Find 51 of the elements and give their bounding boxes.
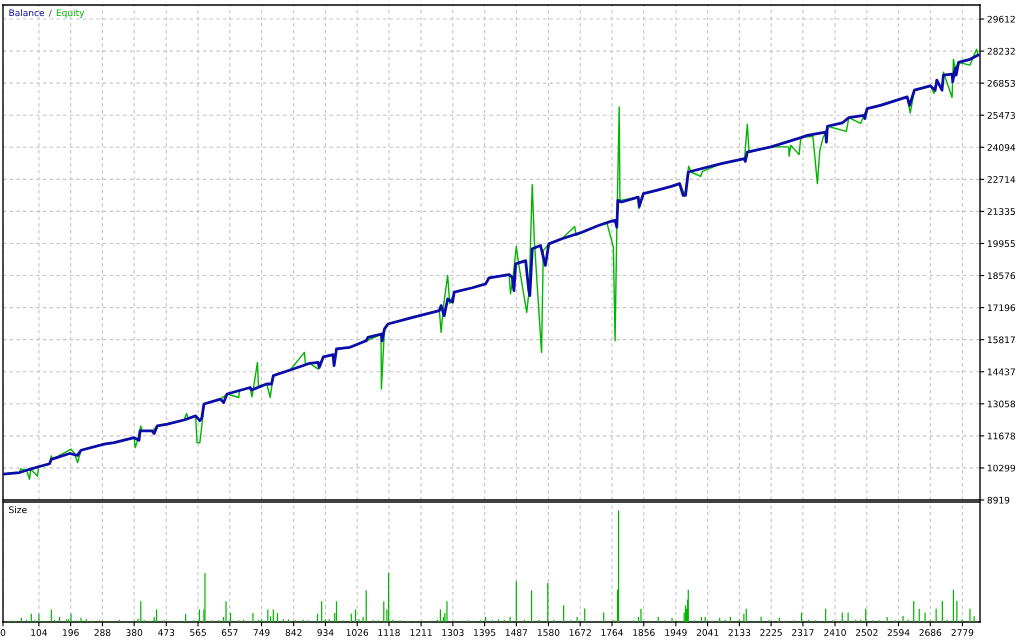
x-tick-label: 0	[0, 629, 6, 636]
text: Balance	[9, 9, 45, 17]
x-tick-label: 749	[253, 629, 270, 636]
y-tick-label: 8919	[987, 496, 1010, 504]
x-tick-label: 2686	[919, 629, 942, 636]
y-tick-label: 19955	[987, 240, 1015, 248]
x-tick-label: 380	[126, 629, 143, 636]
x-tick-label: 934	[317, 629, 334, 636]
x-tick-label: 196	[63, 629, 79, 636]
y-tick-label: 22714	[987, 176, 1016, 183]
x-tick-label: 473	[158, 629, 175, 636]
y-tick-label: 15817	[987, 336, 1015, 344]
x-tick-label: 565	[190, 629, 206, 636]
y-tick-label: 14437	[987, 368, 1015, 376]
x-tick-label: 1580	[537, 629, 560, 636]
x-tick-label: 2041	[696, 629, 719, 636]
y-tick-label: 21335	[987, 208, 1015, 215]
x-tick-label: 2502	[855, 629, 878, 636]
y-tick-label: 24094	[987, 144, 1016, 151]
x-tick-label: 2779	[951, 629, 974, 636]
x-tick-label: 1026	[346, 629, 369, 636]
annotation: /	[48, 9, 52, 17]
x-tick-label: 1856	[633, 629, 655, 636]
y-tick-label: 26853	[987, 79, 1015, 87]
x-tick-label: 1211	[410, 629, 432, 636]
text: Equity	[56, 9, 85, 18]
y-tick-label: 11678	[987, 432, 1016, 440]
x-tick-label: 1672	[569, 629, 591, 636]
x-tick-label: 288	[94, 629, 111, 636]
x-tick-label: 1118	[378, 629, 400, 636]
x-tick-label: 2225	[760, 629, 782, 636]
y-tick-label: 25473	[987, 111, 1015, 119]
y-tick-label: 28232	[987, 47, 1015, 55]
x-tick-label: 2317	[792, 629, 814, 636]
y-tick-label: 13058	[987, 400, 1016, 408]
x-tick-label: 1487	[505, 629, 528, 636]
chart-title: Size	[9, 506, 27, 514]
x-tick-label: 657	[221, 629, 238, 636]
x-tick-label: 2594	[887, 629, 910, 636]
x-tick-label: 2133	[728, 629, 751, 636]
x-tick-label: 1303	[442, 629, 464, 636]
x-tick-label: 104	[31, 629, 48, 636]
y-tick-label: 18576	[987, 272, 1016, 280]
y-tick-label: 10299	[987, 464, 1016, 472]
x-tick-label: 1949	[665, 629, 687, 636]
y-tick-label: 17196	[987, 304, 1016, 312]
x-tick-label: 1764	[601, 629, 623, 636]
y-tick-label: 29612	[987, 15, 1015, 23]
x-tick-label: 842	[285, 629, 302, 636]
x-tick-label: 1395	[474, 629, 496, 636]
x-tick-label: 2410	[824, 629, 846, 636]
